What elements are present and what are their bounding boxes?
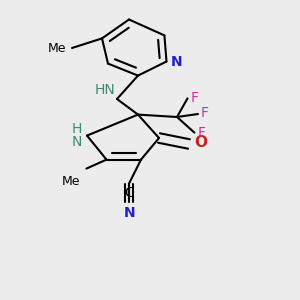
Text: O: O xyxy=(194,135,207,150)
Text: Me: Me xyxy=(62,175,80,188)
Text: F: F xyxy=(197,126,206,140)
Text: N: N xyxy=(124,206,135,220)
Text: N: N xyxy=(171,55,183,68)
Text: F: F xyxy=(201,106,209,120)
Text: H
N: H N xyxy=(72,122,83,149)
Text: HN: HN xyxy=(95,83,116,98)
Text: C: C xyxy=(125,186,134,200)
Text: F: F xyxy=(190,91,199,104)
Text: Me: Me xyxy=(47,41,66,55)
